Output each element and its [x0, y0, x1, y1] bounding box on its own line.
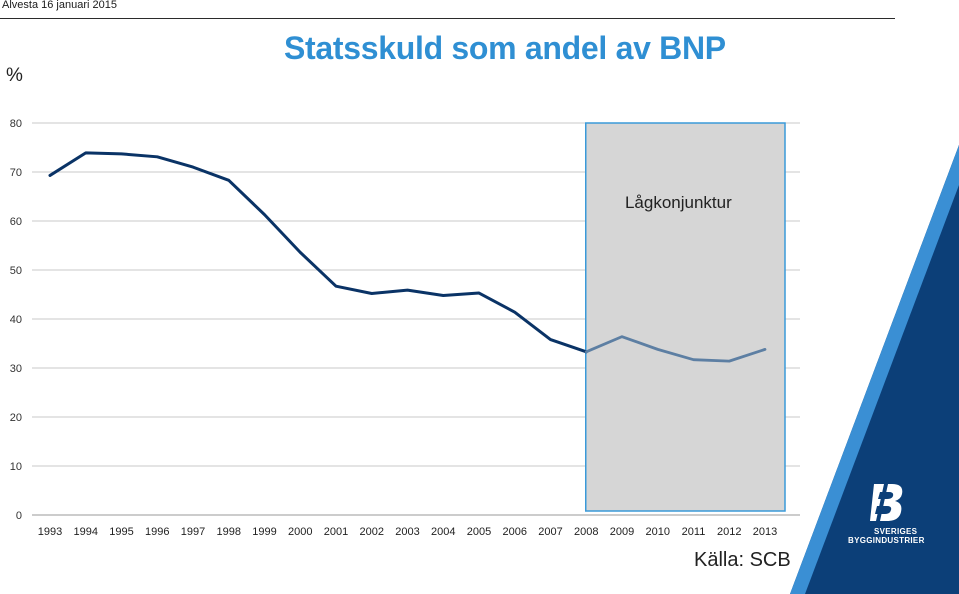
company-logo: SVERIGES BYGGINDUSTRIER [790, 145, 959, 594]
x-tick-label: 1994 [74, 526, 98, 538]
y-tick-label: 50 [10, 265, 22, 277]
x-tick-label: 2000 [288, 526, 312, 538]
series-line-main [48, 151, 588, 354]
x-tick-label: 1999 [252, 526, 276, 538]
y-unit-label: % [6, 65, 23, 86]
x-tick-label: 1996 [145, 526, 169, 538]
chart-title: Statsskuld som andel av BNP [284, 30, 726, 66]
y-tick-label: 0 [16, 510, 22, 522]
x-tick-label: 2012 [717, 526, 741, 538]
x-tick-label: 2003 [395, 526, 419, 538]
y-tick-label: 20 [10, 412, 22, 424]
x-tick-label: 2005 [467, 526, 491, 538]
recession-band-label: Lågkonjunktur [625, 193, 732, 212]
y-tick-label: 40 [10, 314, 22, 326]
x-tick-label: 2009 [610, 526, 634, 538]
recession-band: Lågkonjunktur [585, 122, 786, 512]
y-tick-label: 10 [10, 461, 22, 473]
y-tick-label: 60 [10, 216, 22, 228]
series-line-highlight [584, 335, 767, 363]
x-tick-label: 1997 [181, 526, 205, 538]
x-tick-label: 2004 [431, 526, 455, 538]
x-tick-label: 2011 [682, 526, 706, 538]
y-tick-label: 80 [10, 118, 22, 130]
x-tick-label: 2013 [753, 526, 777, 538]
logo-line2: BYGGINDUSTRIER [848, 536, 925, 545]
x-tick-label: 2001 [324, 526, 348, 538]
x-axis-ticks: 1993 1994 1995 1996 1997 1998 1999 2000 2001 2002… [38, 526, 777, 538]
logo-b-icon [870, 484, 903, 521]
x-tick-label: 2006 [503, 526, 527, 538]
top-rule [0, 18, 895, 19]
x-tick-label: 2002 [360, 526, 384, 538]
x-tick-label: 1993 [38, 526, 62, 538]
y-axis-ticks: 0 10 20 30 40 50 60 70 80 [10, 118, 22, 522]
logo-line1: SVERIGES [874, 527, 918, 536]
header-text: Alvesta 16 januari 2015 [2, 0, 117, 11]
x-tick-label: 2007 [538, 526, 562, 538]
x-tick-label: 1995 [109, 526, 133, 538]
y-tick-label: 70 [10, 167, 22, 179]
x-tick-label: 2008 [574, 526, 598, 538]
logo-ribbon-light [790, 145, 959, 594]
recession-band-rect [585, 122, 786, 512]
source-note: Källa: SCB [694, 549, 791, 571]
x-tick-label: 2010 [646, 526, 670, 538]
x-tick-label: 1998 [217, 526, 241, 538]
y-tick-label: 30 [10, 363, 22, 375]
series-lines [48, 151, 767, 363]
